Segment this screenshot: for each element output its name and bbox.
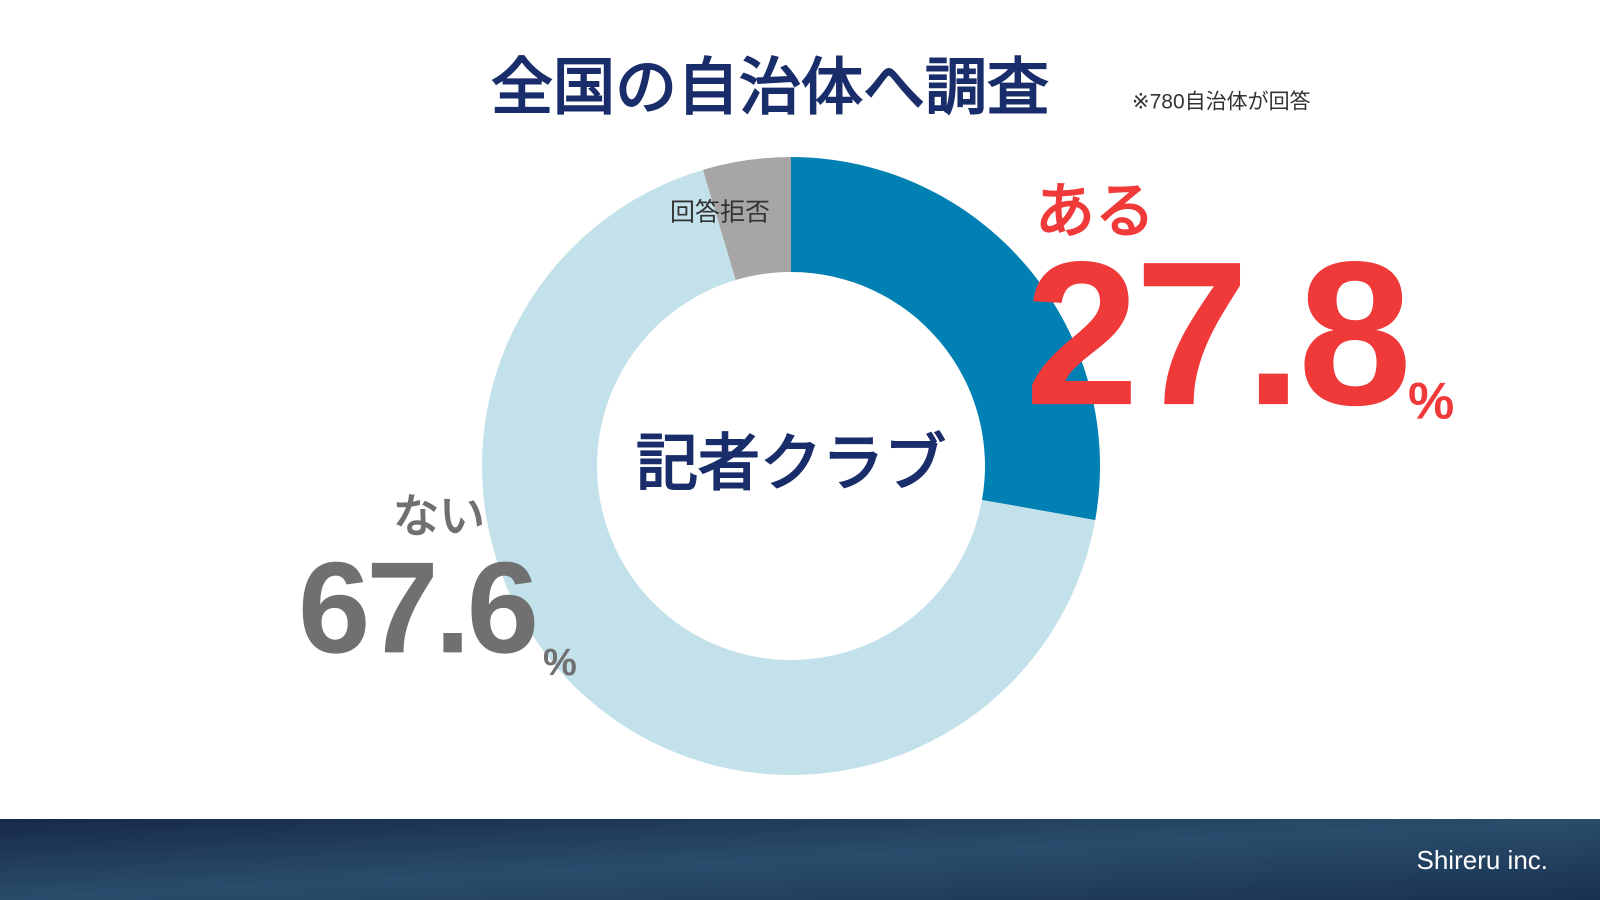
- slice: [481, 169, 1096, 776]
- brand: Shireru inc.: [1417, 845, 1549, 875]
- footer-band: [0, 819, 1600, 900]
- center-label: 記者クラブ: [636, 428, 946, 498]
- donut: [481, 157, 1100, 776]
- value-label: 67.6: [298, 534, 535, 680]
- unit-label: %: [1408, 373, 1454, 431]
- category-label: 回答拒否: [670, 199, 770, 227]
- value-label: 27.8: [1025, 219, 1408, 448]
- slice: [791, 157, 1100, 521]
- note: ※780自治体が回答: [1132, 91, 1311, 114]
- category-label: ない: [393, 490, 485, 542]
- unit-label: %: [543, 642, 577, 684]
- category-label: ある: [1035, 178, 1155, 245]
- chart-title: 全国の自治体へ調査: [491, 53, 1049, 122]
- slice: [702, 157, 791, 281]
